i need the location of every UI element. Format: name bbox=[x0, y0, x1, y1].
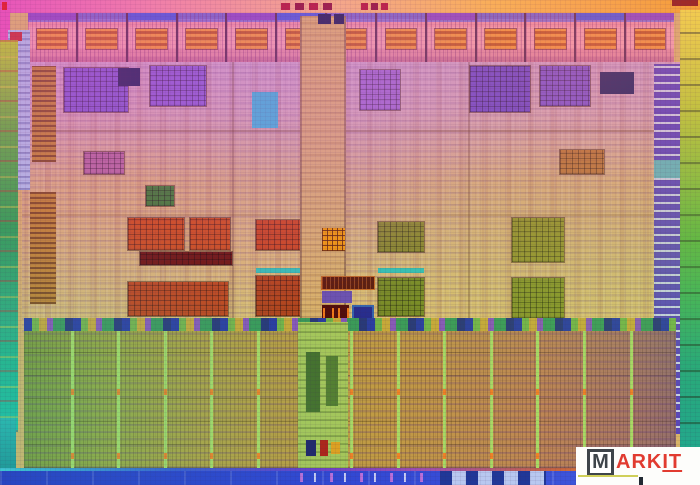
watermark-text: M ARK IT bbox=[587, 448, 683, 476]
orange-array bbox=[127, 217, 185, 251]
cache-column bbox=[582, 331, 630, 468]
corner-mark bbox=[2, 2, 7, 10]
io-tile bbox=[177, 13, 226, 63]
io-tile bbox=[576, 13, 625, 63]
olive-array bbox=[511, 277, 565, 319]
bond-pad bbox=[381, 3, 388, 10]
cache-column bbox=[210, 331, 257, 468]
pink-array bbox=[83, 151, 125, 175]
bottom-band-light-segment bbox=[440, 471, 546, 485]
purple-bar bbox=[322, 291, 352, 303]
bond-pad bbox=[295, 3, 304, 10]
left-seal-ring bbox=[0, 40, 18, 432]
bond-pad bbox=[323, 3, 332, 10]
spine-block bbox=[306, 440, 316, 456]
bottom-band-flecks bbox=[300, 473, 430, 482]
cache-column bbox=[24, 331, 71, 468]
io-tile bbox=[77, 13, 126, 63]
watermark-letter-m: M bbox=[592, 451, 609, 473]
io-tile bbox=[476, 13, 525, 63]
watermark: M ARK IT bbox=[576, 447, 700, 485]
cache-column bbox=[443, 331, 490, 468]
navy-macro bbox=[118, 68, 140, 86]
sram-array-purple bbox=[539, 65, 591, 107]
cyan-macro bbox=[252, 92, 278, 128]
left-teal-corner bbox=[0, 418, 16, 472]
l2-cache-array bbox=[24, 331, 677, 468]
cache-column bbox=[256, 331, 304, 468]
sram-array-purple bbox=[469, 65, 531, 113]
spine-block bbox=[306, 352, 320, 412]
spine-block bbox=[320, 440, 328, 456]
io-tile bbox=[227, 13, 276, 63]
io-tile bbox=[526, 13, 575, 63]
cache-column bbox=[163, 331, 211, 468]
cache-column bbox=[350, 331, 397, 468]
olive-array bbox=[377, 277, 425, 317]
bond-pad bbox=[281, 3, 290, 10]
io-tile bbox=[376, 13, 425, 63]
navy-macro bbox=[600, 72, 634, 94]
cache-column bbox=[629, 331, 677, 468]
watermark-m-box: M bbox=[587, 448, 614, 476]
spine-block bbox=[326, 356, 338, 406]
spine-cap bbox=[334, 14, 344, 24]
orange-array bbox=[189, 217, 231, 251]
bottom-metal-band bbox=[0, 471, 576, 485]
io-tile bbox=[626, 13, 674, 63]
watermark-it: IT bbox=[662, 450, 683, 473]
bond-pad bbox=[361, 3, 368, 10]
top-pad-band bbox=[0, 0, 700, 13]
left-strip-cap bbox=[10, 32, 22, 41]
sram-array-violet bbox=[359, 69, 401, 111]
watermark-ark: ARK bbox=[616, 450, 663, 473]
maroon-bar bbox=[321, 276, 375, 290]
io-tile bbox=[28, 13, 76, 63]
region-divider bbox=[468, 62, 470, 330]
cache-column bbox=[489, 331, 537, 468]
cache-column bbox=[70, 331, 118, 468]
io-tile-row bbox=[28, 13, 674, 63]
gold-cell-column bbox=[32, 66, 56, 162]
bond-pad bbox=[309, 3, 318, 10]
cache-cap-row bbox=[24, 318, 676, 331]
spine-block bbox=[331, 442, 340, 454]
bottom-right-tick bbox=[639, 477, 643, 485]
cache-center-spine bbox=[298, 322, 348, 469]
sram-array-purple bbox=[63, 67, 129, 113]
spine-cap bbox=[318, 14, 331, 24]
green-array bbox=[145, 185, 175, 207]
cache-column bbox=[536, 331, 583, 468]
sram-array-purple bbox=[149, 65, 207, 107]
top-right-pad bbox=[672, 0, 698, 6]
right-seal-ring bbox=[680, 10, 700, 450]
bottom-gradient-line bbox=[0, 468, 700, 471]
left-magenta-edge bbox=[0, 0, 10, 42]
cyan-bar bbox=[256, 268, 316, 273]
rom-block bbox=[322, 228, 345, 251]
cache-column bbox=[117, 331, 164, 468]
olive-array bbox=[511, 217, 565, 263]
region-divider bbox=[232, 62, 234, 330]
maroon-row-array bbox=[139, 251, 233, 266]
bond-pad bbox=[371, 3, 378, 10]
io-tile bbox=[426, 13, 475, 63]
orange-array bbox=[127, 281, 229, 317]
io-tile bbox=[127, 13, 176, 63]
region-divider bbox=[22, 214, 678, 216]
gold-cell-column bbox=[30, 192, 56, 304]
cache-column bbox=[396, 331, 444, 468]
region-divider bbox=[22, 130, 678, 132]
tan-array bbox=[559, 149, 605, 175]
cyan-bar bbox=[378, 268, 424, 273]
watermark-underline-artifact bbox=[578, 475, 638, 477]
olive-array bbox=[377, 221, 425, 253]
